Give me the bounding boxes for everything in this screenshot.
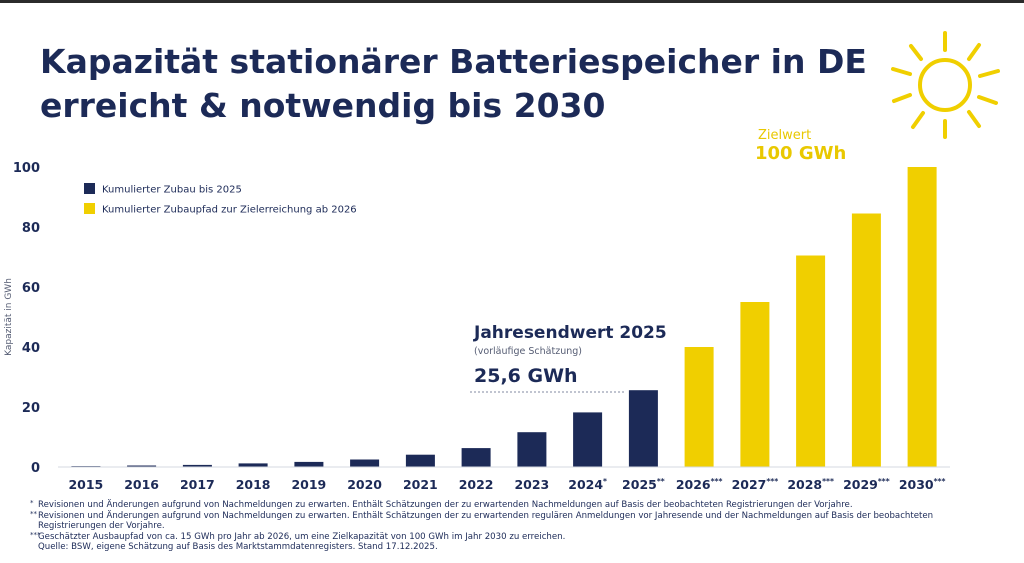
x-tick-label: 2016 [124, 477, 159, 492]
x-tick-mark: *** [822, 477, 834, 486]
x-tick-label: 2030*** [899, 477, 946, 492]
x-tick-label: 2017 [180, 477, 215, 492]
bar-2024 [573, 412, 603, 467]
x-tick-label: 2022 [459, 477, 494, 492]
footnote-text: Revisionen und Änderungen aufgrund von N… [38, 500, 853, 510]
x-tick-mark: *** [878, 477, 890, 486]
y-tick-label: 60 [22, 281, 40, 296]
legend-swatch [84, 183, 95, 194]
bar-2021 [405, 454, 435, 467]
annotation-zielwert-value: 100 GWh [755, 143, 847, 164]
x-tick-mark: *** [711, 477, 723, 486]
bar-2026 [684, 347, 714, 467]
footnote-1: * Revisionen und Änderungen aufgrund von … [30, 499, 1000, 511]
footnote-3: *** Geschätzter Ausbaupfad von ca. 15 GWh… [30, 530, 1000, 543]
legend-label: Kumulierter Zubau bis 2025 [102, 185, 242, 196]
x-tick-label: 2025** [622, 477, 665, 492]
bar-2028 [796, 255, 826, 467]
footnote-mark: ** [30, 509, 37, 518]
x-tick-label: 2027*** [732, 477, 779, 492]
x-tick-label: 2018 [236, 477, 271, 492]
footnote-mark: *** [30, 530, 41, 539]
legend-label: Kumulierter Zubaupfad zur Zielerreichung… [102, 205, 357, 216]
annotation-underline [470, 391, 626, 393]
x-tick-label: 2028*** [787, 477, 834, 492]
annotation-jahresendwert-sub: (vorläufige Schätzung) [474, 346, 582, 357]
legend-swatch [84, 203, 95, 214]
x-tick-label: 2021 [403, 477, 438, 492]
y-axis-label: Kapazität in GWh [4, 278, 14, 356]
footnote-text: Quelle: BSW, eigene Schätzung auf Basis … [38, 542, 438, 553]
bar-2025 [628, 390, 658, 467]
bar-2030 [907, 167, 937, 467]
y-tick-label: 40 [22, 341, 40, 356]
bar-2016 [127, 465, 157, 467]
x-tick-mark: *** [934, 477, 946, 486]
x-tick-mark: *** [766, 477, 778, 486]
footnote-source: Quelle: BSW, eigene Schätzung auf Basis … [30, 542, 1000, 553]
bar-2027 [740, 302, 770, 467]
bar-2023 [517, 432, 547, 467]
y-tick-label: 80 [22, 221, 40, 236]
annotation-zielwert-title: Zielwert [758, 128, 812, 143]
footnote-mark: * [30, 499, 34, 507]
x-tick-label: 2019 [291, 477, 326, 492]
annotation-jahresendwert-value: 25,6 GWh [474, 365, 578, 387]
bar-2029 [851, 213, 881, 467]
x-tick-label: 2015 [68, 477, 103, 492]
annotation-jahresendwert-title: Jahresendwert 2025 [474, 323, 667, 343]
page-title: Kapazität stationärer Batteriespeicher i… [40, 40, 867, 128]
y-tick-label: 0 [31, 461, 40, 476]
bar-2020 [350, 459, 380, 467]
y-tick-label: 100 [13, 161, 40, 176]
bar-2017 [182, 464, 212, 467]
top-border [0, 0, 1024, 3]
bar-2022 [461, 448, 491, 467]
y-tick-label: 20 [22, 401, 40, 416]
footnote-2: ** Revisionen und Änderungen aufgrund von… [30, 509, 1000, 532]
bar-2019 [294, 461, 324, 467]
x-tick-mark: ** [657, 477, 665, 486]
title-line-1: Kapazität stationärer Batteriespeicher i… [40, 42, 867, 81]
x-tick-label: 2023 [514, 477, 549, 492]
bar-2018 [238, 463, 268, 467]
sun-icon [891, 31, 1000, 139]
x-tick-mark: * [603, 477, 607, 486]
footnote-text: Revisionen und Änderungen aufgrund von N… [38, 510, 934, 532]
x-tick-label: 2024* [568, 477, 607, 492]
footnotes: * Revisionen und Änderungen aufgrund von … [30, 499, 1000, 553]
x-tick-label: 2020 [347, 477, 382, 492]
x-tick-label: 2026*** [676, 477, 723, 492]
footnote-text: Geschätzter Ausbaupfad von ca. 15 GWh pr… [38, 531, 566, 542]
title-line-2: erreicht & notwendig bis 2030 [40, 86, 606, 125]
x-tick-label: 2029*** [843, 477, 890, 492]
